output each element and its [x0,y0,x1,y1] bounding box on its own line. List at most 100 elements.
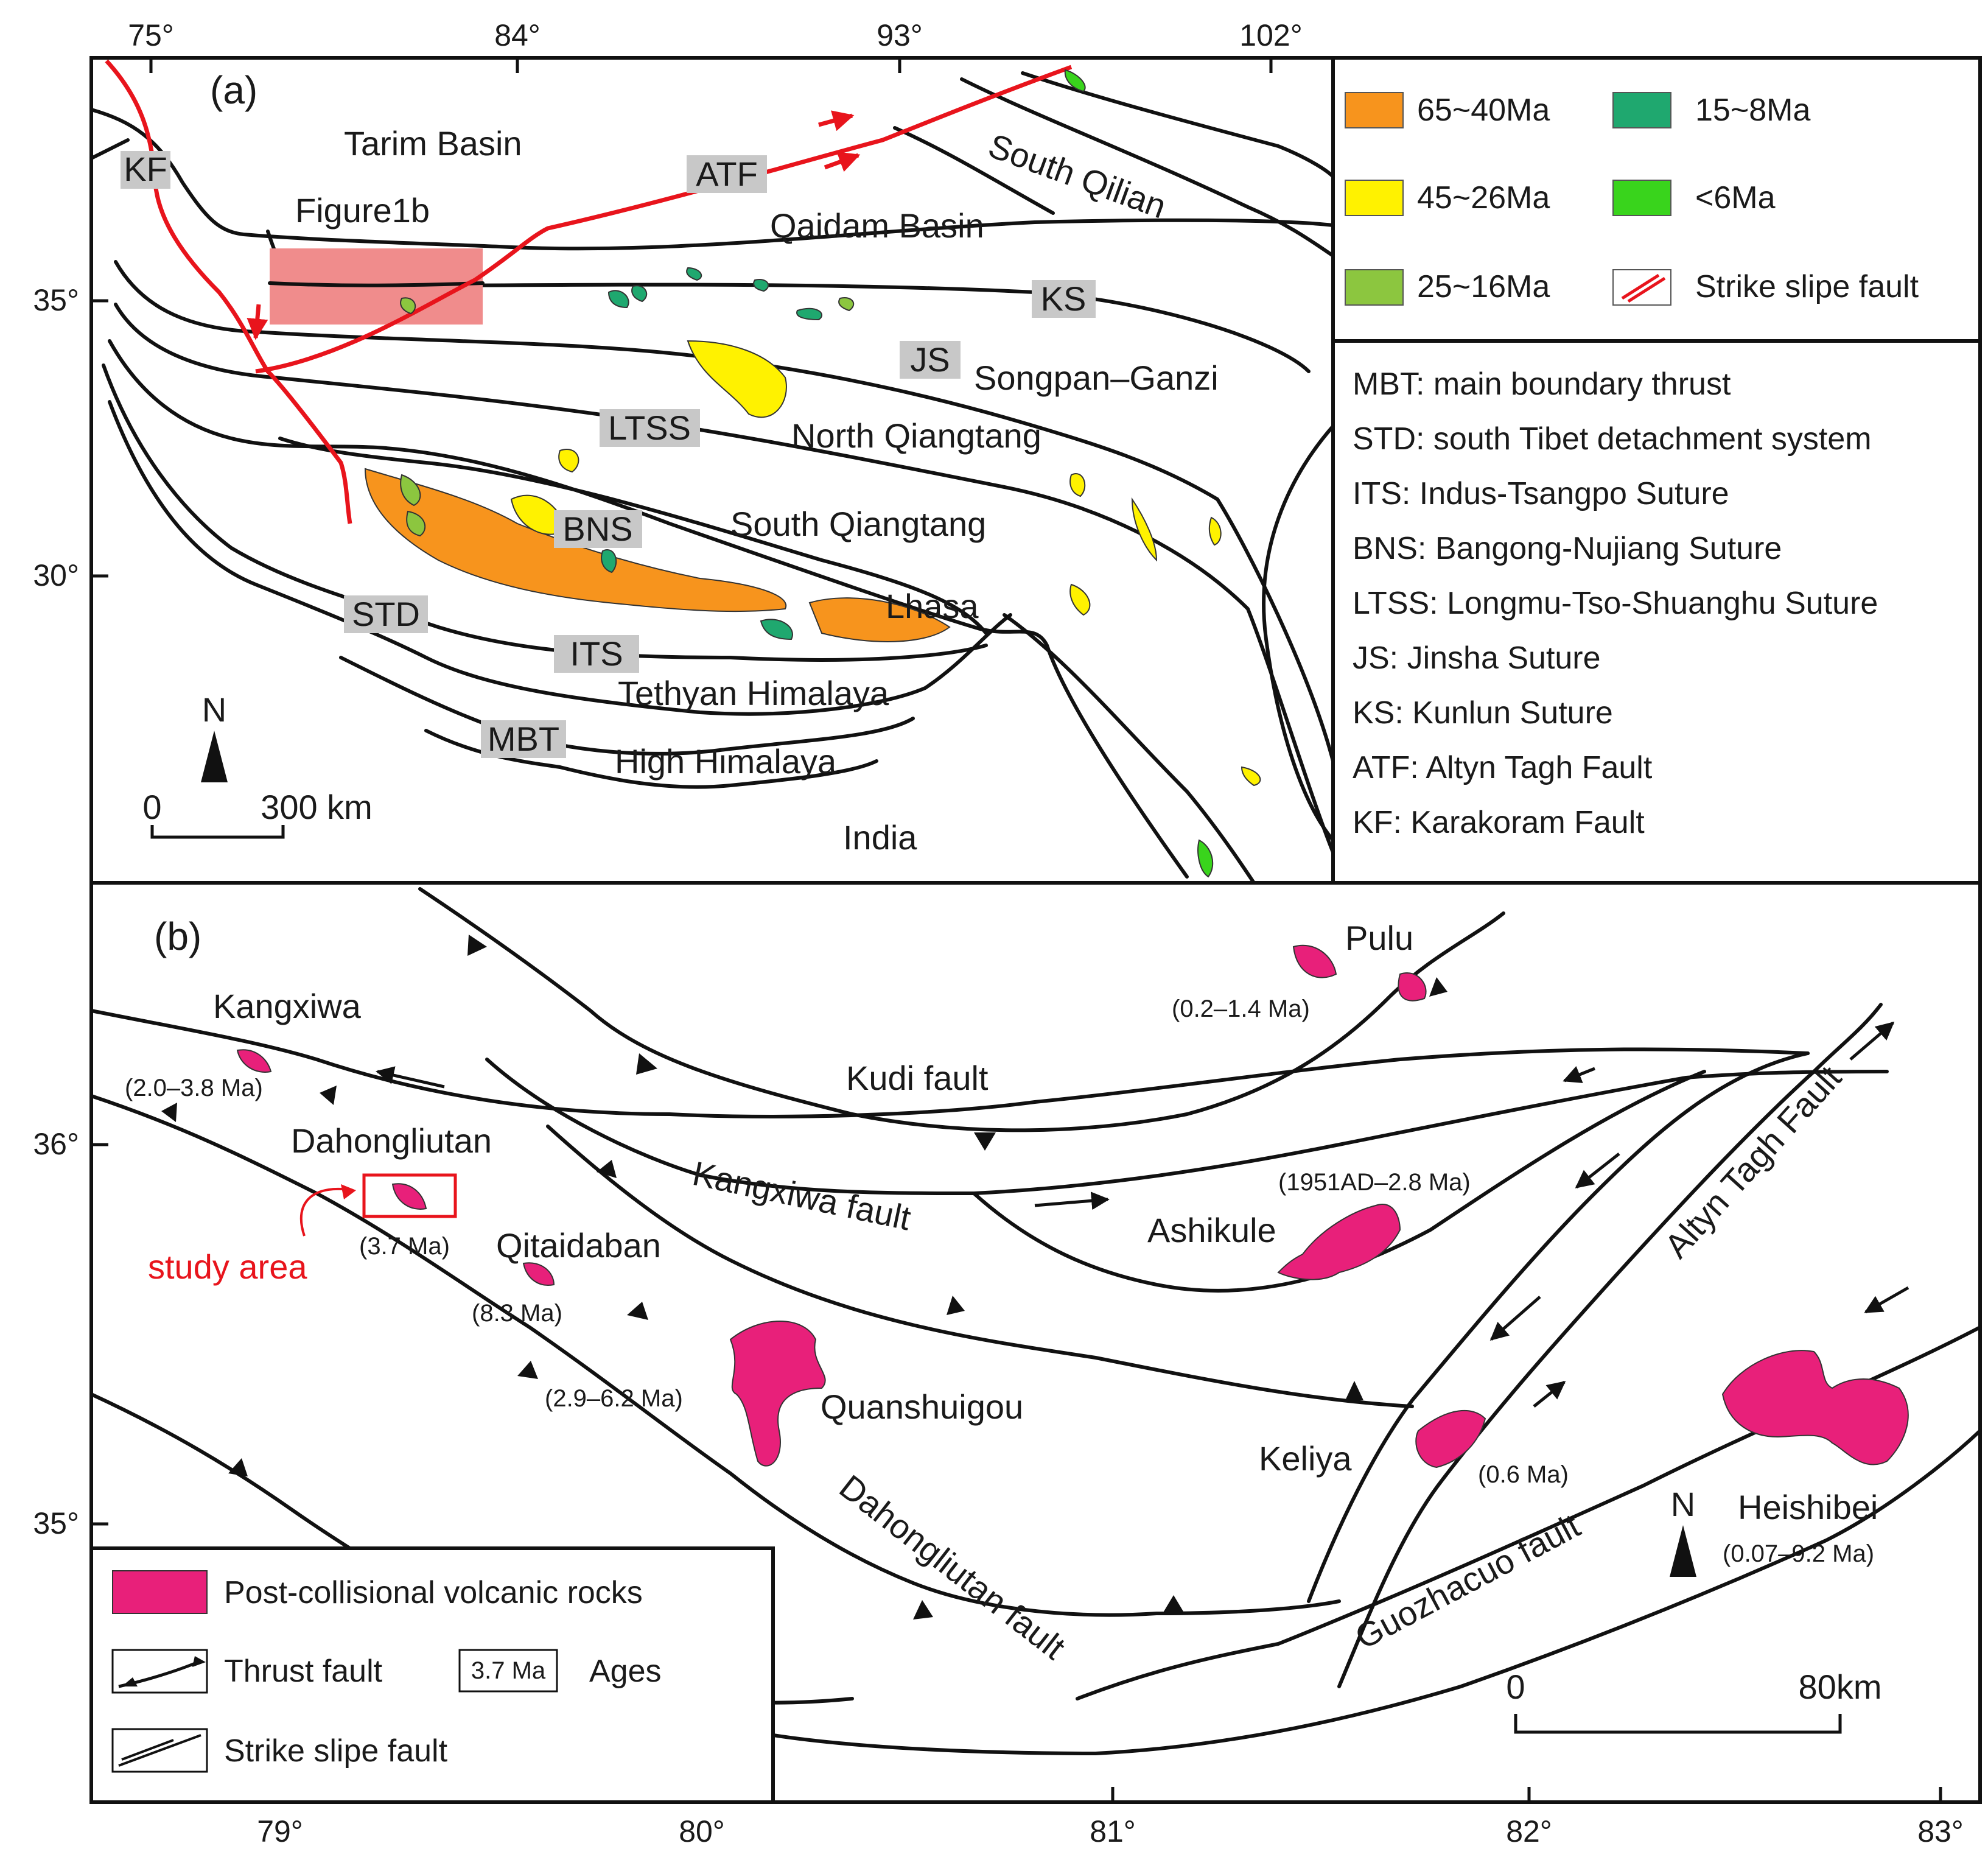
label-south-qiangtang: South Qiangtang [730,505,986,543]
badge-ltss: LTSS [608,409,691,447]
badge-ks: KS [1041,279,1087,318]
panel-a-scale-label: 300 km [261,788,373,826]
badge-kf-bg [121,151,170,189]
panel-a-north-label: N [202,690,226,729]
site-heishibei-age: (0.07–9.2 Ma) [1723,1540,1874,1567]
b-lon-tick-82: 82° [1506,1814,1552,1848]
a-lat-tick-30: 30° [33,558,79,592]
site-quanshuigou: Quanshuigou [821,1388,1023,1426]
study-area-arrow-icon [299,1187,354,1237]
badge-bns: BNS [562,510,632,548]
label-qaidam-basin: Qaidam Basin [770,206,984,245]
b-lat-tick-36: 36° [33,1127,79,1161]
site-dahongliutan-age: (3.7 Ma) [359,1233,450,1260]
a-lon-tick-93: 93° [877,18,923,52]
panel-b-volcanic-bodies [236,944,1909,1469]
panel-b-scale-bar [1514,1714,1842,1734]
panel-a-abbreviations: MBT: main boundary thrust STD: south Tib… [1353,367,1878,840]
badge-js: JS [910,340,950,379]
panel-b-north-label: N [1671,1485,1695,1523]
legend-thrust-teeth-icon [122,1656,206,1686]
legend-ages: Ages [589,1654,662,1689]
site-qitaidaban: Qitaidaban [496,1226,661,1265]
b-lon-tick-79: 79° [257,1814,303,1848]
panel-b-thrust-teeth [161,935,1447,1620]
badge-std: STD [352,595,420,633]
label-figure1b: Figure1b [295,191,430,230]
legend-age-lt6: <6Ma [1695,180,1776,216]
badge-js-bg [900,341,961,379]
panel-a-age-legend: 65~40Ma 15~8Ma 45~26Ma <6Ma 25~16Ma Stri… [1345,92,1919,306]
badge-atf-bg [687,155,767,193]
badge-kf: KF [124,150,167,188]
b-lat-tick-35: 35° [33,1506,79,1540]
badge-mbt-bg [481,720,566,758]
badge-ks-bg [1032,280,1096,318]
legend-volcanic: Post-collisional volcanic rocks [224,1575,643,1610]
site-kangxiwa: Kangxiwa [213,987,362,1025]
b-lon-tick-80: 80° [679,1814,725,1848]
abbr-std: STD: south Tibet detachment system [1353,421,1872,457]
abbr-atf: ATF: Altyn Tagh Fault [1353,750,1653,785]
site-ashikule: Ashikule [1147,1211,1276,1249]
abbr-kf: KF: Karakoram Fault [1353,805,1645,840]
label-north-qiangtang: North Qiangtang [791,416,1041,455]
panel-b-scale-label: 80km [1799,1668,1882,1706]
abbr-js: JS: Jinsha Suture [1353,640,1601,676]
abbr-ltss: LTSS: Longmu-Tso-Shuanghu Suture [1353,586,1878,621]
site-pulu: Pulu [1345,919,1413,957]
label-india: India [843,818,917,857]
label-lhasa: Lhasa [886,587,979,625]
legend-age-45-26: 45~26Ma [1417,180,1550,216]
panel-a-scale-bar [150,825,285,839]
study-area-arrowhead-icon [341,1184,356,1199]
legend-age-sample-frame [458,1649,558,1693]
a-lon-tick-75: 75° [128,18,174,52]
badge-its-bg [554,635,639,673]
b-lon-tick-83: 83° [1917,1814,1964,1848]
fault-label-dahongliutan: Dahongliutan fault [833,1467,1073,1667]
study-area-box [362,1173,457,1218]
study-area-label: study area [148,1248,307,1286]
b-lon-tick-81: 81° [1090,1814,1136,1848]
site-kangxiwa-age: (2.0–3.8 Ma) [125,1075,263,1101]
site-heishibei: Heishibei [1738,1488,1878,1526]
a-lon-tick-84: 84° [494,18,541,52]
label-tethyan-himalaya: Tethyan Himalaya [618,674,889,712]
a-lat-tick-35: 35° [33,283,79,317]
panel-b-label: (b) [154,914,201,958]
badge-ltss-bg [600,409,700,447]
site-ashikule-age: (1951AD–2.8 Ma) [1278,1169,1471,1196]
legend-strike: Strike slipe fault [224,1733,448,1769]
site-keliya-age: (0.6 Ma) [1478,1461,1569,1488]
badge-std-bg [344,595,428,633]
fault-label-kudi: Kudi fault [846,1059,989,1097]
legend-thrust: Thrust fault [224,1654,383,1689]
panel-a-north-arrow-icon [201,731,228,782]
abbr-its: ITS: Indus-Tsangpo Suture [1353,476,1729,511]
panel-b-scale-zero: 0 [1506,1668,1525,1706]
panel-b-north-arrow-icon [1670,1525,1696,1577]
legend-age-25-16: 25~16Ma [1417,269,1550,304]
legend-age-15-8: 15~8Ma [1695,93,1810,128]
a-lon-tick-102: 102° [1239,18,1302,52]
badge-bns-bg [554,510,642,548]
site-pulu-age: (0.2–1.4 Ma) [1172,995,1310,1022]
abbr-mbt: MBT: main boundary thrust [1353,367,1731,402]
panel-a-lon-ticks [91,58,1273,578]
badge-mbt: MBT [488,720,559,758]
fault-label-kangxiwa: Kangxiwa fault [690,1154,915,1237]
legend-age-65-40: 65~40Ma [1417,93,1550,128]
abbr-ks: KS: Kunlun Suture [1353,695,1613,731]
legend-strike-slip-icon [1621,273,1666,303]
badge-atf: ATF [696,155,758,193]
panel-a-scale-zero: 0 [142,788,161,826]
label-high-himalaya: High Himalaya [615,742,837,781]
label-tarim-basin: Tarim Basin [344,124,522,163]
label-songpan-ganzi: Songpan–Ganzi [974,359,1219,397]
site-qitaidaban-age: (8.3 Ma) [472,1300,562,1327]
site-dahongliutan: Dahongliutan [291,1121,492,1160]
panel-b-frame [89,881,1982,1804]
legend-strike-slip: Strike slipe fault [1695,269,1919,304]
